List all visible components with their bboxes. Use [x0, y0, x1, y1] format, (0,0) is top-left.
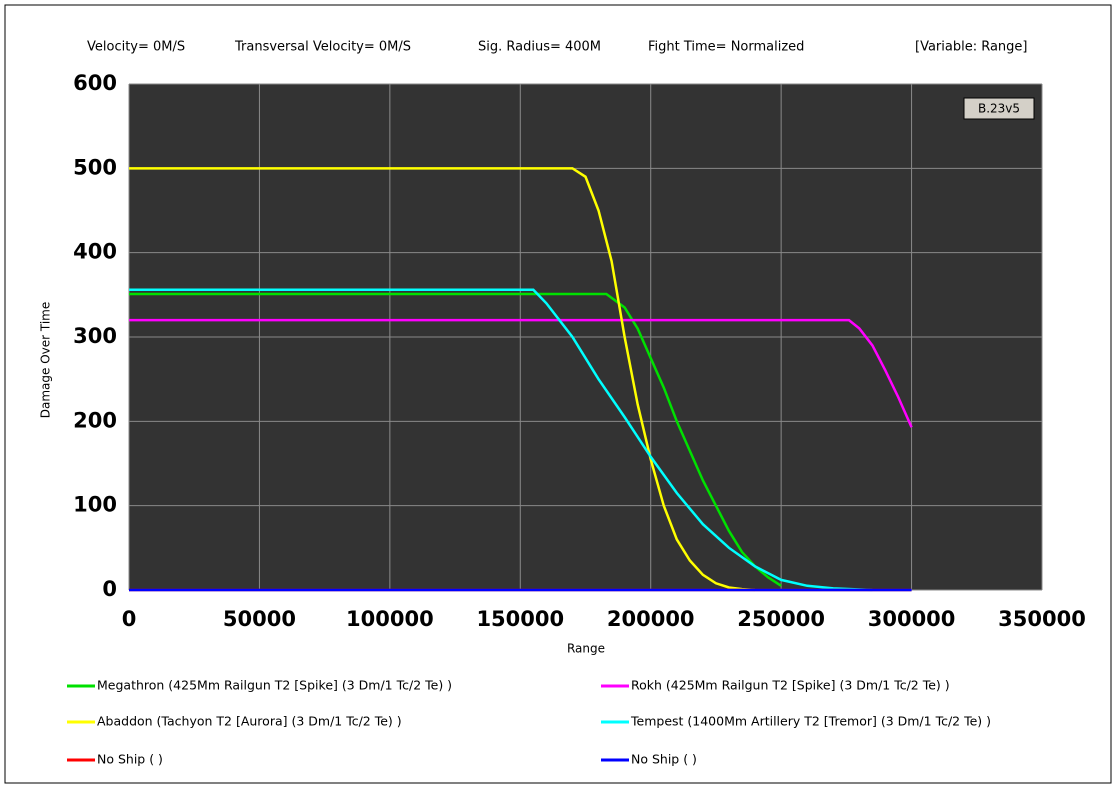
x-tick-label: 200000 [607, 607, 695, 631]
x-tick-label: 0 [122, 607, 137, 631]
header-fight-time: Fight Time= Normalized [648, 40, 804, 55]
x-tick-label: 300000 [868, 607, 956, 631]
legend-label: Abaddon (Tachyon T2 [Aurora] (3 Dm/1 Tc/… [97, 714, 402, 729]
y-axis-label: Damage Over Time [39, 302, 53, 419]
header-transversal: Transversal Velocity= 0M/S [234, 40, 411, 55]
legend-label: No Ship ( ) [631, 752, 697, 767]
version-label: B.23v5 [978, 102, 1020, 116]
series-line [129, 292, 782, 587]
series-line [129, 167, 756, 592]
x-tick-label: 100000 [346, 607, 434, 631]
y-tick-label: 400 [73, 240, 117, 264]
y-tick-label: 0 [102, 577, 117, 601]
x-tick-label: 350000 [998, 607, 1086, 631]
y-tick-label: 600 [73, 71, 117, 95]
x-axis-label: Range [567, 642, 605, 656]
legend-label: Rokh (425Mm Railgun T2 [Spike] (3 Dm/1 T… [631, 678, 950, 693]
y-tick-label: 100 [73, 493, 117, 517]
y-tick-label: 200 [73, 408, 117, 432]
header-velocity: Velocity= 0M/S [87, 40, 185, 55]
y-tick-label: 500 [73, 155, 117, 179]
header-variable: [Variable: Range] [915, 40, 1028, 55]
series-line [129, 318, 913, 428]
legend-label: Tempest (1400Mm Artillery T2 [Tremor] (3… [630, 714, 991, 729]
header-sig-radius: Sig. Radius= 400M [478, 40, 601, 55]
version-box [963, 97, 1035, 120]
x-tick-label: 50000 [223, 607, 296, 631]
x-tick-label: 250000 [737, 607, 825, 631]
series-line [129, 288, 873, 592]
legend-label: Megathron (425Mm Railgun T2 [Spike] (3 D… [97, 678, 452, 693]
x-tick-label: 150000 [476, 607, 564, 631]
y-tick-label: 300 [73, 324, 117, 348]
legend-label: No Ship ( ) [97, 752, 163, 767]
